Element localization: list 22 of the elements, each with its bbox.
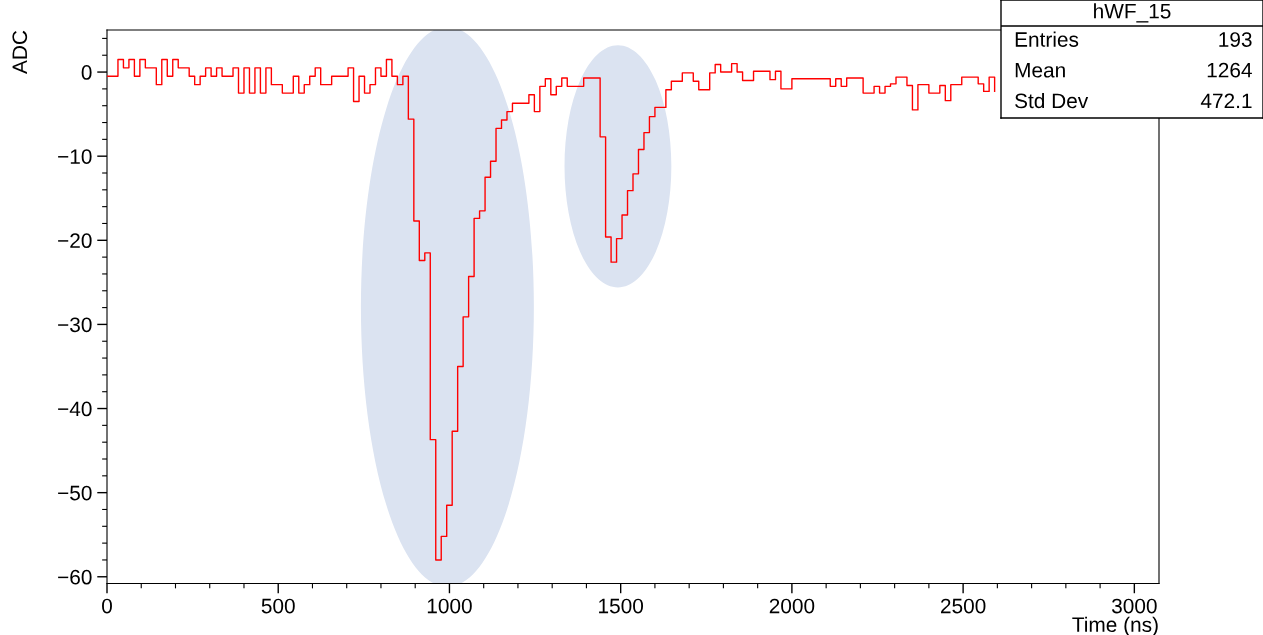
y-tick-label: −10 — [58, 149, 92, 164]
y-axis-title: ADC — [12, 30, 28, 74]
x-tick-label: 1000 — [427, 598, 472, 614]
x-tick-label: 3000 — [1111, 598, 1157, 614]
x-tick-label: 1500 — [599, 598, 644, 614]
x-tick-label: 2500 — [941, 598, 986, 614]
x-tick-label: 500 — [261, 598, 295, 614]
y-tick-label: 0 — [81, 65, 92, 80]
x-tick-label: 2000 — [769, 598, 815, 614]
y-tick-label: −60 — [58, 569, 92, 585]
annotation: Mean — [1015, 63, 1065, 78]
y-tick-label: −40 — [58, 401, 92, 417]
annotation: Entries — [1015, 31, 1079, 47]
text: 472.1 — [1200, 93, 1252, 109]
text: 1264 — [1207, 62, 1252, 78]
x-tick-label: 0 — [102, 598, 112, 614]
y-tick-label: −20 — [58, 233, 92, 249]
annotation: Std Dev — [1015, 92, 1089, 109]
text: hWF_15 — [1094, 3, 1171, 23]
text: 193 — [1219, 32, 1252, 47]
y-tick-label: −30 — [58, 317, 92, 333]
y-tick-label: −50 — [58, 485, 92, 501]
